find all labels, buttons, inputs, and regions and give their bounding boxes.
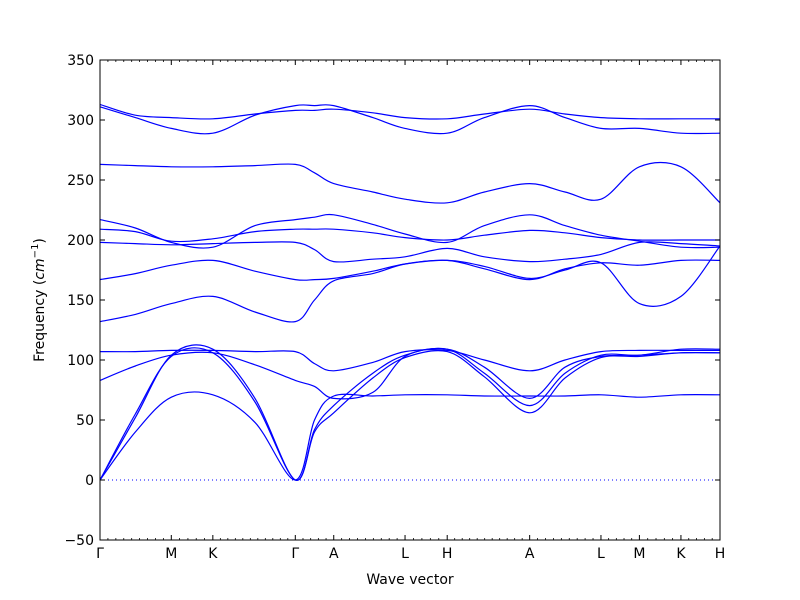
- x-axis-label: Wave vector: [366, 572, 454, 588]
- phonon-branch-2: [99, 344, 721, 481]
- x-tick-label: L: [597, 546, 605, 562]
- y-tick-label: 200: [67, 233, 94, 249]
- x-tick-label: H: [442, 546, 453, 562]
- y-tick-label: 0: [85, 473, 94, 489]
- x-tick-label: M: [165, 546, 177, 562]
- x-tick-label: Γ: [291, 546, 299, 562]
- y-axis-label-unit: cm: [32, 258, 48, 279]
- phonon-branch-5: [99, 349, 720, 372]
- phonon-branch-10: [99, 213, 721, 249]
- y-tick-label: 250: [67, 173, 94, 189]
- y-tick-label: −50: [64, 533, 94, 549]
- y-axis-label-exponent: −1: [30, 244, 41, 259]
- plot-frame: [99, 59, 721, 541]
- phonon-branch-8: [99, 241, 721, 263]
- phonon-branch-6: [99, 245, 721, 323]
- y-axis-label: Frequency (cm−1): [30, 238, 48, 362]
- y-tick-label: 100: [67, 353, 94, 369]
- phonon-branch-11: [99, 161, 721, 204]
- x-tick-label: Γ: [96, 546, 104, 562]
- y-tick-label: 50: [76, 413, 94, 429]
- phonon-branch-3: [99, 391, 721, 481]
- y-axis-label-close: ): [32, 238, 48, 243]
- y-tick-label: 150: [67, 293, 94, 309]
- phonon-branch-13: [99, 103, 720, 120]
- phonon-branch-7: [99, 259, 721, 281]
- x-tick-label: A: [329, 546, 339, 562]
- x-tick-label: K: [676, 546, 686, 562]
- phonon-branch-9: [99, 228, 720, 243]
- x-tick-label: H: [715, 546, 726, 562]
- y-tick-label: 350: [67, 53, 94, 69]
- phonon-branch-12: [99, 104, 721, 135]
- x-tick-label: L: [401, 546, 409, 562]
- phonon-branch-1: [99, 347, 721, 481]
- plot-area: [99, 103, 721, 481]
- x-tick-label: M: [633, 546, 645, 562]
- x-tick-label: A: [525, 546, 535, 562]
- y-axis-ticks: −50 0 50 100 150 200 250 300 350: [64, 53, 720, 549]
- y-tick-label: 300: [67, 113, 94, 129]
- phonon-branch-4: [99, 347, 721, 400]
- y-axis-label-base: Frequency (: [32, 280, 48, 362]
- x-tick-label: K: [208, 546, 218, 562]
